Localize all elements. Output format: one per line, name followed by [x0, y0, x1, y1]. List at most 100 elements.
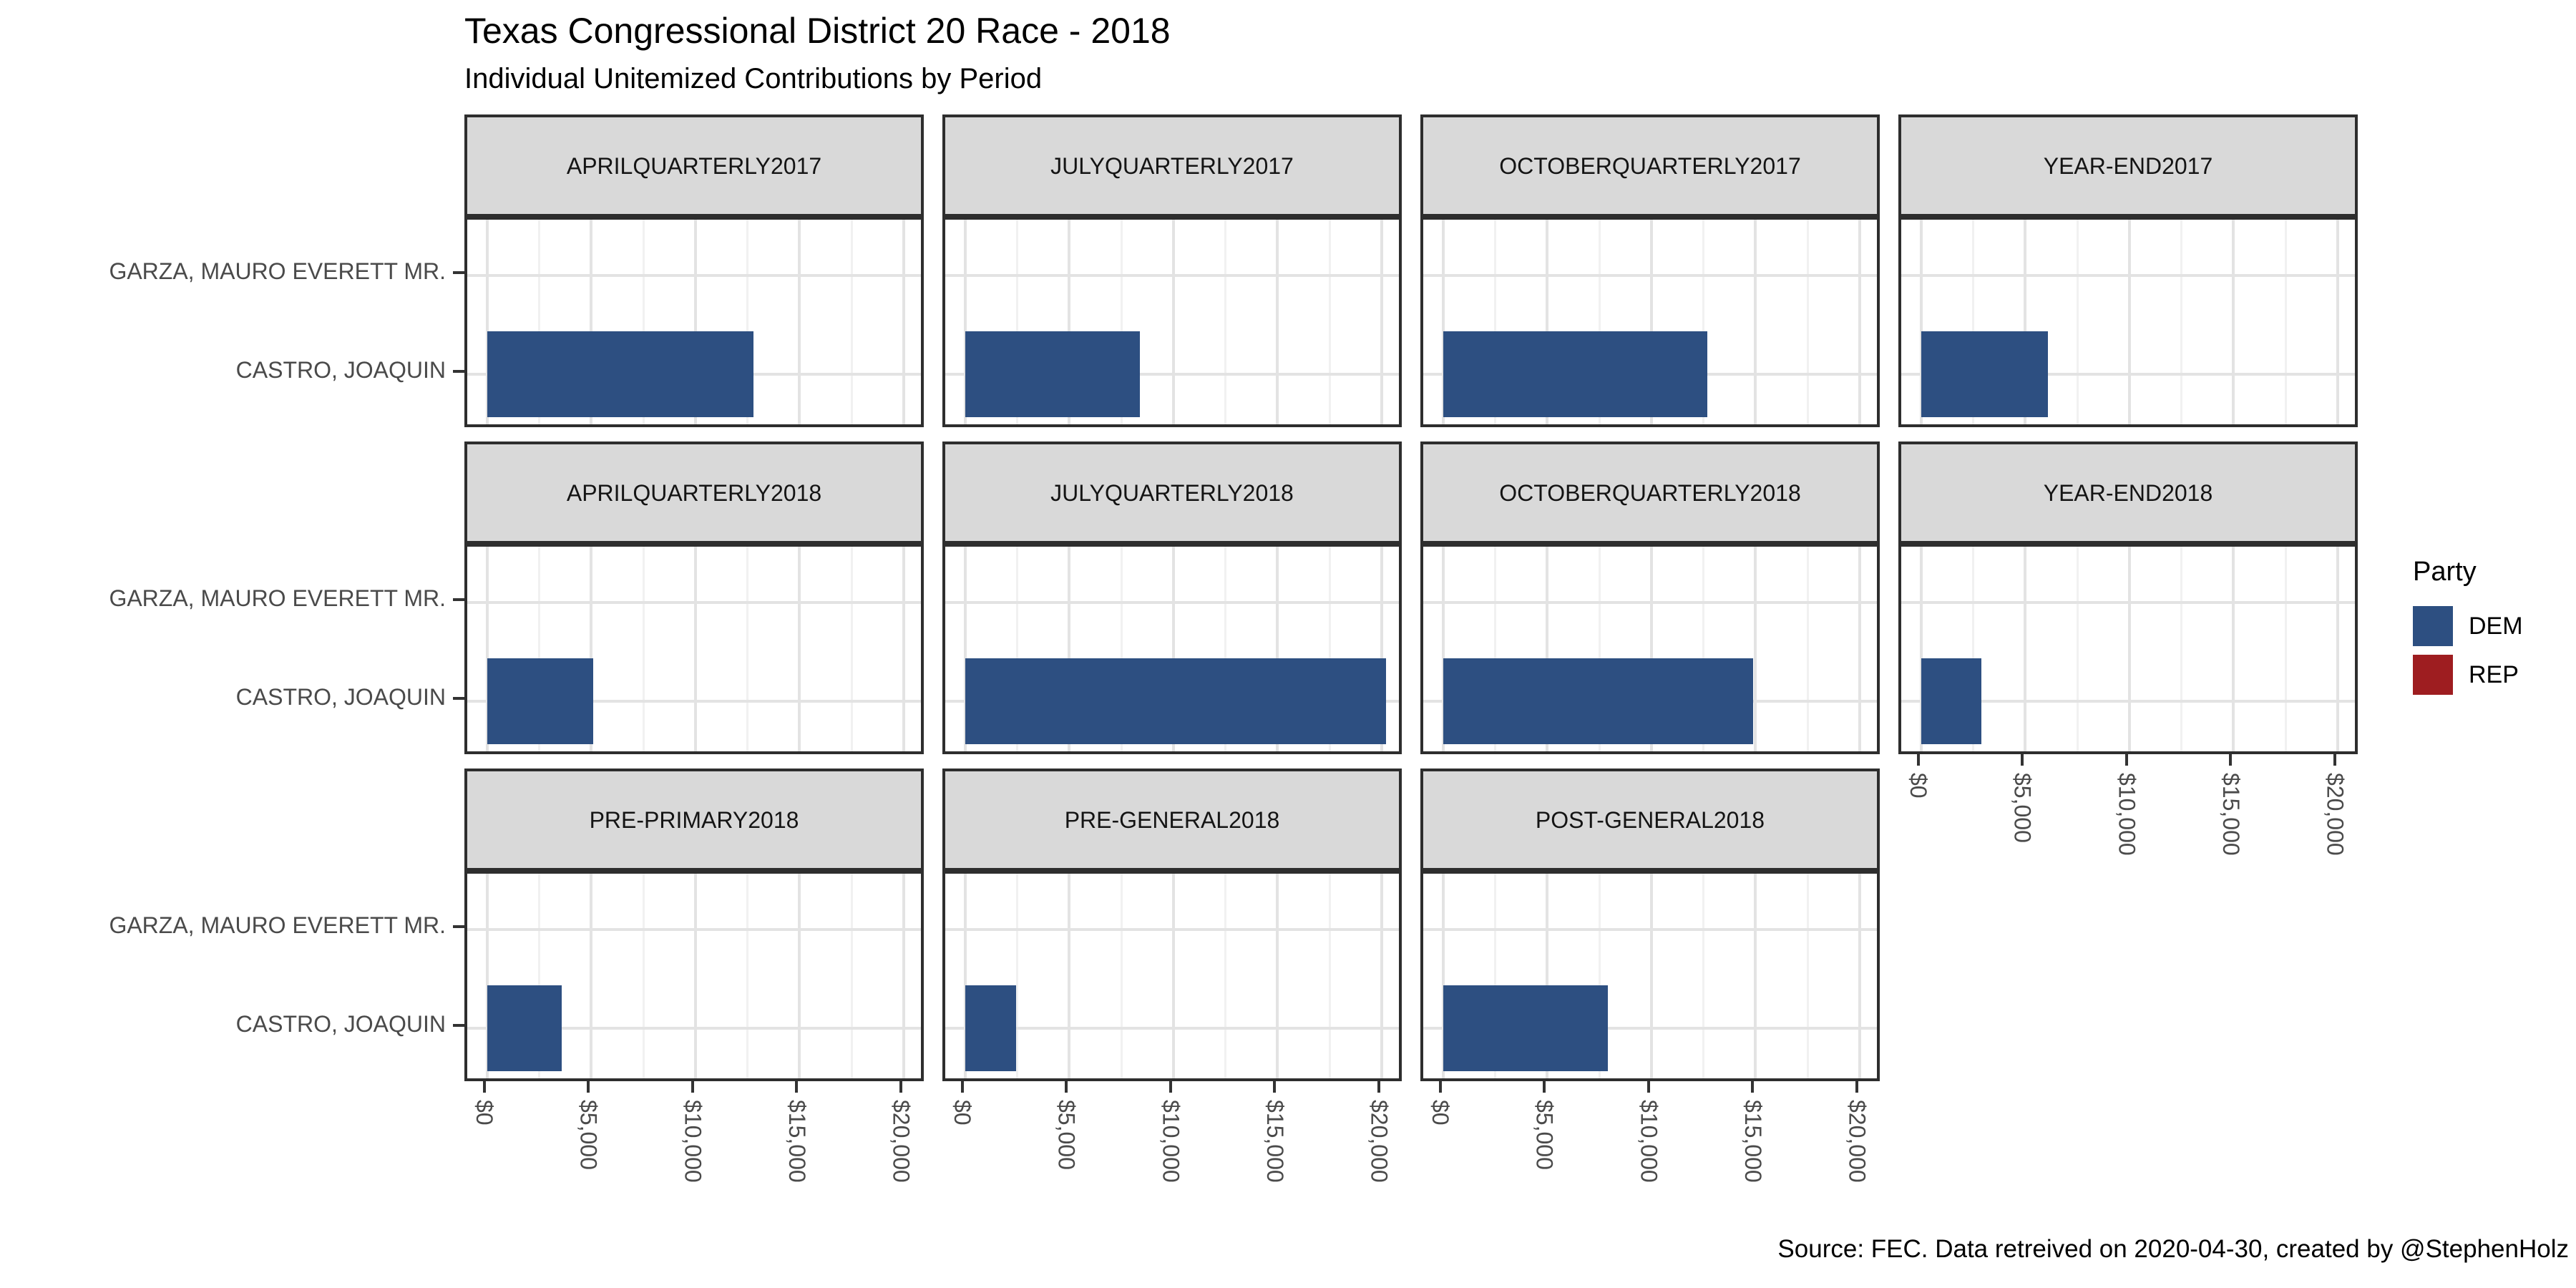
- legend-items: DEM REP: [2413, 606, 2523, 695]
- gridline-category: [1423, 274, 1877, 278]
- gridline-minor: [1971, 220, 1974, 424]
- gridline-major: [693, 220, 697, 424]
- gridline-minor: [1598, 874, 1601, 1078]
- bar-castro: [487, 985, 562, 1071]
- x-axis-tick: [2021, 754, 2024, 766]
- gridline-major: [902, 220, 905, 424]
- x-axis-label: $20,000: [1844, 1100, 1870, 1183]
- gridline-category: [467, 1026, 921, 1030]
- gridline-major: [1754, 547, 1757, 751]
- x-axis-label: $0: [950, 1100, 976, 1126]
- gridline-major: [902, 547, 905, 751]
- gridline-minor: [1224, 874, 1227, 1078]
- gridline-major: [485, 547, 489, 751]
- gridline-minor: [1702, 220, 1705, 424]
- gridline-major: [1919, 547, 1923, 751]
- gridline-category: [467, 928, 921, 932]
- x-axis-label: $0: [472, 1100, 498, 1126]
- gridline-major: [1649, 547, 1653, 751]
- gridline-major: [1276, 874, 1279, 1078]
- y-axis-tick: [453, 925, 464, 929]
- x-axis-tick: [691, 1081, 694, 1093]
- gridline-minor: [1328, 874, 1331, 1078]
- gridline-minor: [746, 220, 749, 424]
- facet-strip: APRIL QUARTERLY 2017: [464, 114, 924, 217]
- gridline-major: [2336, 547, 2339, 751]
- gridline-major: [1441, 220, 1445, 424]
- gridline-minor: [1702, 547, 1705, 751]
- bar-castro: [487, 658, 594, 744]
- facet-panel: [1420, 544, 1880, 754]
- bar-castro: [965, 985, 1016, 1071]
- gridline-major: [2232, 220, 2235, 424]
- gridline-major: [485, 220, 489, 424]
- gridline-major: [693, 874, 697, 1078]
- category-label: CASTRO, JOAQUIN: [235, 683, 446, 710]
- gridline-minor: [1598, 547, 1601, 751]
- gridline-minor: [537, 220, 540, 424]
- gridline-major: [1276, 547, 1279, 751]
- facet-strip: APRIL QUARTERLY 2018: [464, 441, 924, 544]
- gridline-minor: [1598, 220, 1601, 424]
- gridline-minor: [642, 547, 645, 751]
- gridline-major: [1858, 874, 1861, 1078]
- category-label: GARZA, MAURO EVERETT MR.: [109, 258, 446, 285]
- chart-title: Texas Congressional District 20 Race - 2…: [464, 11, 1171, 51]
- y-axis-tick: [453, 369, 464, 373]
- gridline-major: [1068, 547, 1071, 751]
- gridline-minor: [1120, 547, 1123, 751]
- gridline-major: [693, 547, 697, 751]
- bar-castro: [487, 331, 754, 417]
- gridline-minor: [2076, 220, 2079, 424]
- x-axis-tick: [1916, 754, 1920, 766]
- gridline-category: [1423, 928, 1877, 932]
- legend-swatch-dem: [2413, 606, 2453, 646]
- gridline-category: [1901, 274, 2355, 278]
- gridline-category: [945, 1026, 1399, 1030]
- gridline-major: [1754, 220, 1757, 424]
- gridline-category: [945, 928, 1399, 932]
- legend-label: DEM: [2469, 612, 2523, 640]
- x-axis-tick: [2333, 754, 2336, 766]
- gridline-major: [485, 874, 489, 1078]
- x-axis-label: $20,000: [2322, 773, 2348, 856]
- gridline-minor: [1224, 547, 1227, 751]
- x-axis-label: $5,000: [2009, 773, 2036, 843]
- gridline-minor: [1328, 220, 1331, 424]
- gridline-major: [798, 547, 801, 751]
- facet-panel: [464, 871, 924, 1081]
- gridline-minor: [2180, 547, 2183, 751]
- legend: Party DEM REP: [2413, 557, 2523, 703]
- gridline-major: [1171, 547, 1175, 751]
- gridline-minor: [1120, 220, 1123, 424]
- gridline-minor: [537, 547, 540, 751]
- gridline-category: [1901, 372, 2355, 376]
- facet-strip: PRE-GENERAL 2018: [942, 769, 1402, 871]
- x-axis-label: $15,000: [1262, 1100, 1288, 1183]
- gridline-minor: [1120, 874, 1123, 1078]
- gridline-minor: [1806, 874, 1809, 1078]
- legend-swatch-rep: [2413, 655, 2453, 695]
- gridline-category: [945, 274, 1399, 278]
- facet-strip: YEAR-END 2017: [1898, 114, 2358, 217]
- x-axis-label: $20,000: [888, 1100, 914, 1183]
- gridline-major: [1546, 874, 1549, 1078]
- category-label: CASTRO, JOAQUIN: [235, 1010, 446, 1037]
- gridline-major: [1546, 220, 1549, 424]
- facet-strip: PRE-PRIMARY 2018: [464, 769, 924, 871]
- x-axis-label: $15,000: [2218, 773, 2244, 856]
- facet-strip: YEAR-END 2018: [1898, 441, 2358, 544]
- gridline-minor: [746, 874, 749, 1078]
- x-axis-label: $0: [1428, 1100, 1454, 1126]
- category-label: GARZA, MAURO EVERETT MR.: [109, 912, 446, 939]
- legend-label: REP: [2469, 660, 2519, 688]
- gridline-minor: [1493, 220, 1496, 424]
- facet-strip: POST-GENERAL 2018: [1420, 769, 1880, 871]
- gridline-major: [2127, 547, 2131, 751]
- y-axis-tick: [453, 271, 464, 275]
- facet-panel: [942, 217, 1402, 427]
- x-axis-tick: [2124, 754, 2128, 766]
- x-axis-label: $0: [1906, 773, 1932, 799]
- bar-castro: [965, 658, 1386, 744]
